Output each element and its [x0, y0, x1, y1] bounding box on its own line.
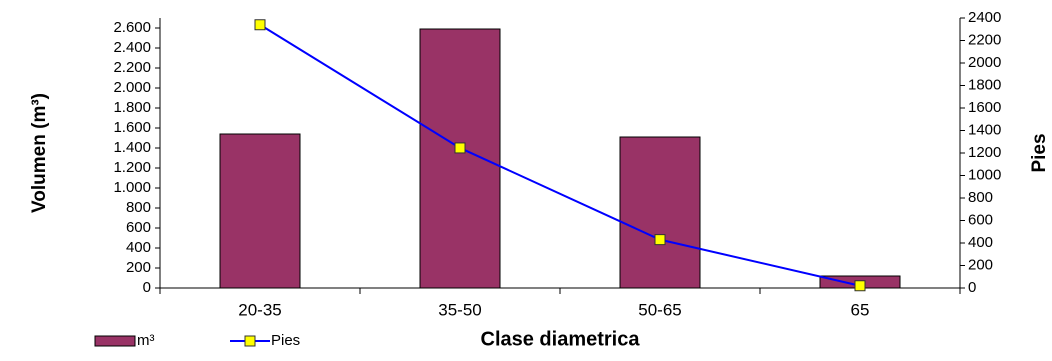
bar — [619, 136, 701, 289]
y-tick-label: 0 — [143, 279, 151, 296]
y2-tick-label: 400 — [968, 234, 993, 251]
y2-axis-title: Pies — [1029, 133, 1050, 172]
y2-tick-label: 2000 — [968, 54, 1001, 71]
y-tick-label: 2.000 — [113, 79, 151, 96]
y2-tick-label: 1400 — [968, 121, 1001, 138]
y-tick-label: 1.600 — [113, 119, 151, 136]
y-tick-label: 400 — [126, 239, 151, 256]
x-tick-label: 50-65 — [638, 300, 681, 319]
x-tick-label: 65 — [851, 300, 870, 319]
marker — [254, 19, 266, 31]
y-tick-label: 1.200 — [113, 159, 151, 176]
y2-tick-label: 1800 — [968, 76, 1001, 93]
legend-swatch — [94, 335, 136, 347]
y2-tick-label: 200 — [968, 256, 993, 273]
x-tick-label: 20-35 — [238, 300, 281, 319]
y-axis-title: Volumen (m³) — [29, 93, 50, 213]
y-tick-label: 2.600 — [113, 19, 151, 36]
line — [259, 23, 861, 287]
legend-label: Pies — [271, 332, 300, 349]
legend-label: m³ — [137, 332, 155, 349]
y-tick-label: 200 — [126, 259, 151, 276]
y2-tick-label: 600 — [968, 211, 993, 228]
y-tick-label: 2.200 — [113, 59, 151, 76]
y2-tick-label: 0 — [968, 279, 976, 296]
bar — [419, 28, 501, 289]
marker — [854, 280, 866, 292]
y-tick-label: 800 — [126, 199, 151, 216]
y-tick-label: 1.000 — [113, 179, 151, 196]
marker — [454, 142, 466, 154]
y2-tick-label: 2200 — [968, 31, 1001, 48]
y2-tick-label: 1000 — [968, 166, 1001, 183]
marker — [654, 234, 666, 246]
y-tick-label: 1.400 — [113, 139, 151, 156]
legend-marker — [244, 335, 256, 347]
y-tick-label: 600 — [126, 219, 151, 236]
x-axis-title: Clase diametrica — [481, 328, 641, 350]
y-tick-label: 1.800 — [113, 99, 151, 116]
y-tick-label: 2.400 — [113, 39, 151, 56]
x-tick-label: 35-50 — [438, 300, 481, 319]
bar — [219, 133, 301, 289]
y2-tick-label: 1200 — [968, 144, 1001, 161]
y2-tick-label: 2400 — [968, 9, 1001, 26]
y2-tick-label: 800 — [968, 189, 993, 206]
y2-tick-label: 1600 — [968, 99, 1001, 116]
